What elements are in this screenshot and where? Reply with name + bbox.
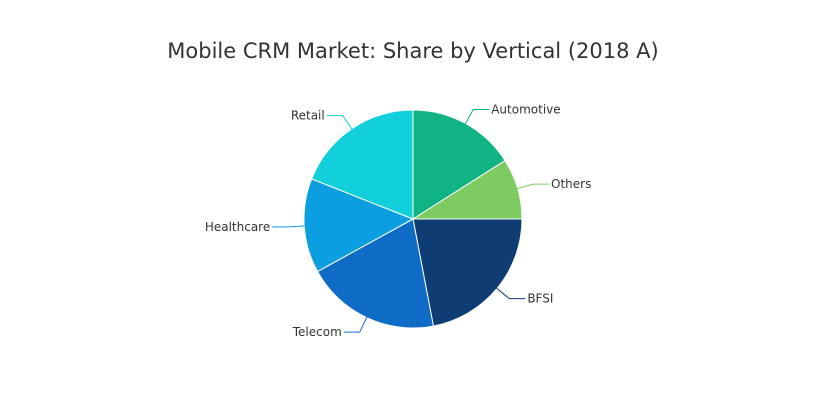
chart-title: Mobile CRM Market: Share by Vertical (20…	[167, 39, 658, 63]
slice-label-others: Others	[551, 177, 591, 191]
slice-label-healthcare: Healthcare	[205, 220, 270, 234]
pie-labels: Automotive Others BFSI Telecom Healthcare Ret…	[205, 102, 592, 339]
connector-retail	[326, 115, 356, 135]
slice-label-automotive: Automotive	[491, 102, 560, 116]
connector-others	[511, 183, 550, 191]
connector-bfsi	[492, 284, 526, 300]
slice-label-retail: Retail	[291, 109, 325, 123]
connector-healthcare	[272, 224, 311, 228]
pie-slices	[303, 109, 523, 329]
slice-label-telecom: Telecom	[292, 325, 342, 339]
connector-telecom	[343, 311, 370, 333]
slice-label-bfsi: BFSI	[527, 292, 553, 306]
connector-automotive	[462, 108, 490, 129]
